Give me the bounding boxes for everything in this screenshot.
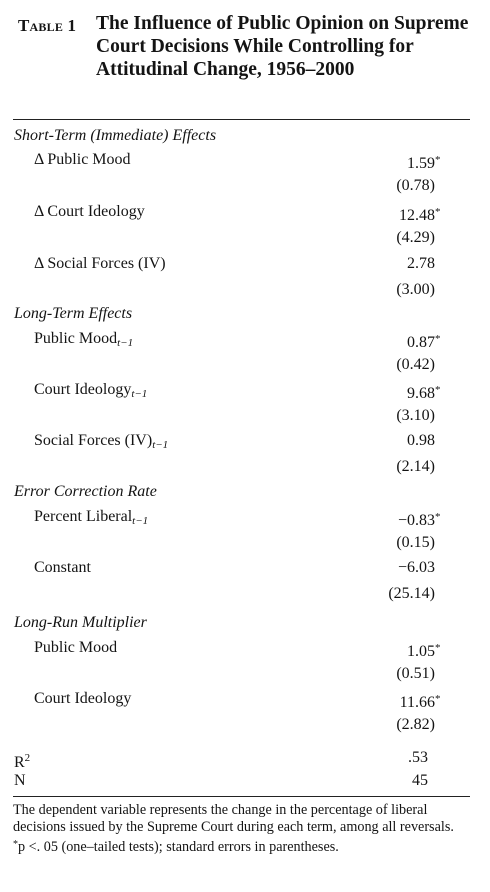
table-row: (3.10) (0, 404, 490, 428)
standard-error: (4.29) (396, 229, 435, 246)
table-row: Δ Court Ideology 12.48* (0, 200, 490, 224)
n-value: 45 (412, 772, 428, 789)
table-row: N 45 (0, 769, 490, 793)
coefficient: 9.68* (407, 384, 441, 402)
coefficient: 0.87* (407, 333, 441, 351)
row-label: Court Ideology (34, 690, 132, 707)
row-label: Constant (34, 559, 91, 576)
table-row: Δ Public Mood 1.59* (0, 148, 490, 172)
table-row: (3.00) (0, 278, 490, 302)
table-row: (25.14) (0, 582, 490, 606)
r-squared-label: R2 (14, 752, 31, 771)
coefficient: 11.66* (399, 693, 441, 711)
top-rule (13, 119, 470, 120)
r-squared-value: .53 (408, 749, 428, 766)
row-label: Percent Liberalt−1 (34, 508, 149, 527)
standard-error: (0.15) (396, 534, 435, 551)
section-heading: Long-Run Multiplier (14, 614, 147, 631)
table-row: Court Ideologyt−1 9.68* (0, 378, 490, 402)
coefficient: 2.78 (407, 255, 435, 272)
table-notes: The dependent variable represents the ch… (13, 802, 473, 856)
dependent-variable-note: The dependent variable represents the ch… (13, 802, 454, 835)
table-row: Court Ideology 11.66* (0, 687, 490, 711)
table-row: Δ Social Forces (IV) 2.78 (0, 252, 490, 276)
section-heading-row: Error Correction Rate (0, 480, 490, 504)
section-heading: Long-Term Effects (14, 305, 133, 322)
section-heading-row: Long-Run Multiplier (0, 611, 490, 635)
row-label: Court Ideologyt−1 (34, 381, 148, 400)
coefficient: −6.03 (397, 559, 435, 576)
row-label: Δ Court Ideology (34, 203, 145, 220)
coefficient: 12.48* (399, 206, 441, 224)
table-title-block: Table 1 The Influence of Public Opinion … (18, 12, 478, 81)
table-row: (0.15) (0, 531, 490, 555)
standard-error: (3.00) (396, 281, 435, 298)
table-row: Public Mood 1.05* (0, 636, 490, 660)
standard-error: (2.82) (396, 716, 435, 733)
standard-error: (25.14) (388, 585, 435, 602)
table-number: Table 1 (18, 16, 77, 35)
standard-error: (0.51) (396, 665, 435, 682)
standard-error: (3.10) (396, 407, 435, 424)
table-row: (0.42) (0, 353, 490, 377)
significance-note: *p <. 05 (one–tailed tests); standard er… (13, 839, 339, 855)
table-row: (2.14) (0, 455, 490, 479)
row-label: Δ Social Forces (IV) (34, 255, 166, 272)
section-heading-row: Short-Term (Immediate) Effects (0, 124, 490, 148)
coefficient: 1.59* (407, 154, 441, 172)
row-label: Public Moodt−1 (34, 330, 134, 349)
coefficient: 0.98 (407, 432, 435, 449)
row-label: Social Forces (IV)t−1 (34, 432, 169, 451)
section-heading: Error Correction Rate (14, 483, 157, 500)
table-row: Social Forces (IV)t−1 0.98 (0, 429, 490, 453)
table-row: Percent Liberalt−1 −0.83* (0, 505, 490, 529)
section-heading: Short-Term (Immediate) Effects (14, 127, 217, 144)
table-row: (0.51) (0, 662, 490, 686)
table-title: The Influence of Public Opinion on Supre… (96, 13, 469, 80)
bottom-rule (13, 796, 470, 797)
table-row: Constant −6.03 (0, 556, 490, 580)
section-heading-row: Long-Term Effects (0, 302, 490, 326)
coefficient: −0.83* (397, 511, 441, 529)
coefficient: 1.05* (407, 642, 441, 660)
n-label: N (14, 772, 26, 789)
standard-error: (0.78) (396, 177, 435, 194)
table-row: (4.29) (0, 226, 490, 250)
standard-error: (0.42) (396, 356, 435, 373)
table-row: (2.82) (0, 713, 490, 737)
table-row: (0.78) (0, 174, 490, 198)
table-row: Public Moodt−1 0.87* (0, 327, 490, 351)
row-label: Public Mood (34, 639, 118, 656)
standard-error: (2.14) (396, 458, 435, 475)
row-label: Δ Public Mood (34, 151, 131, 168)
table-row: R2 .53 (0, 746, 490, 771)
